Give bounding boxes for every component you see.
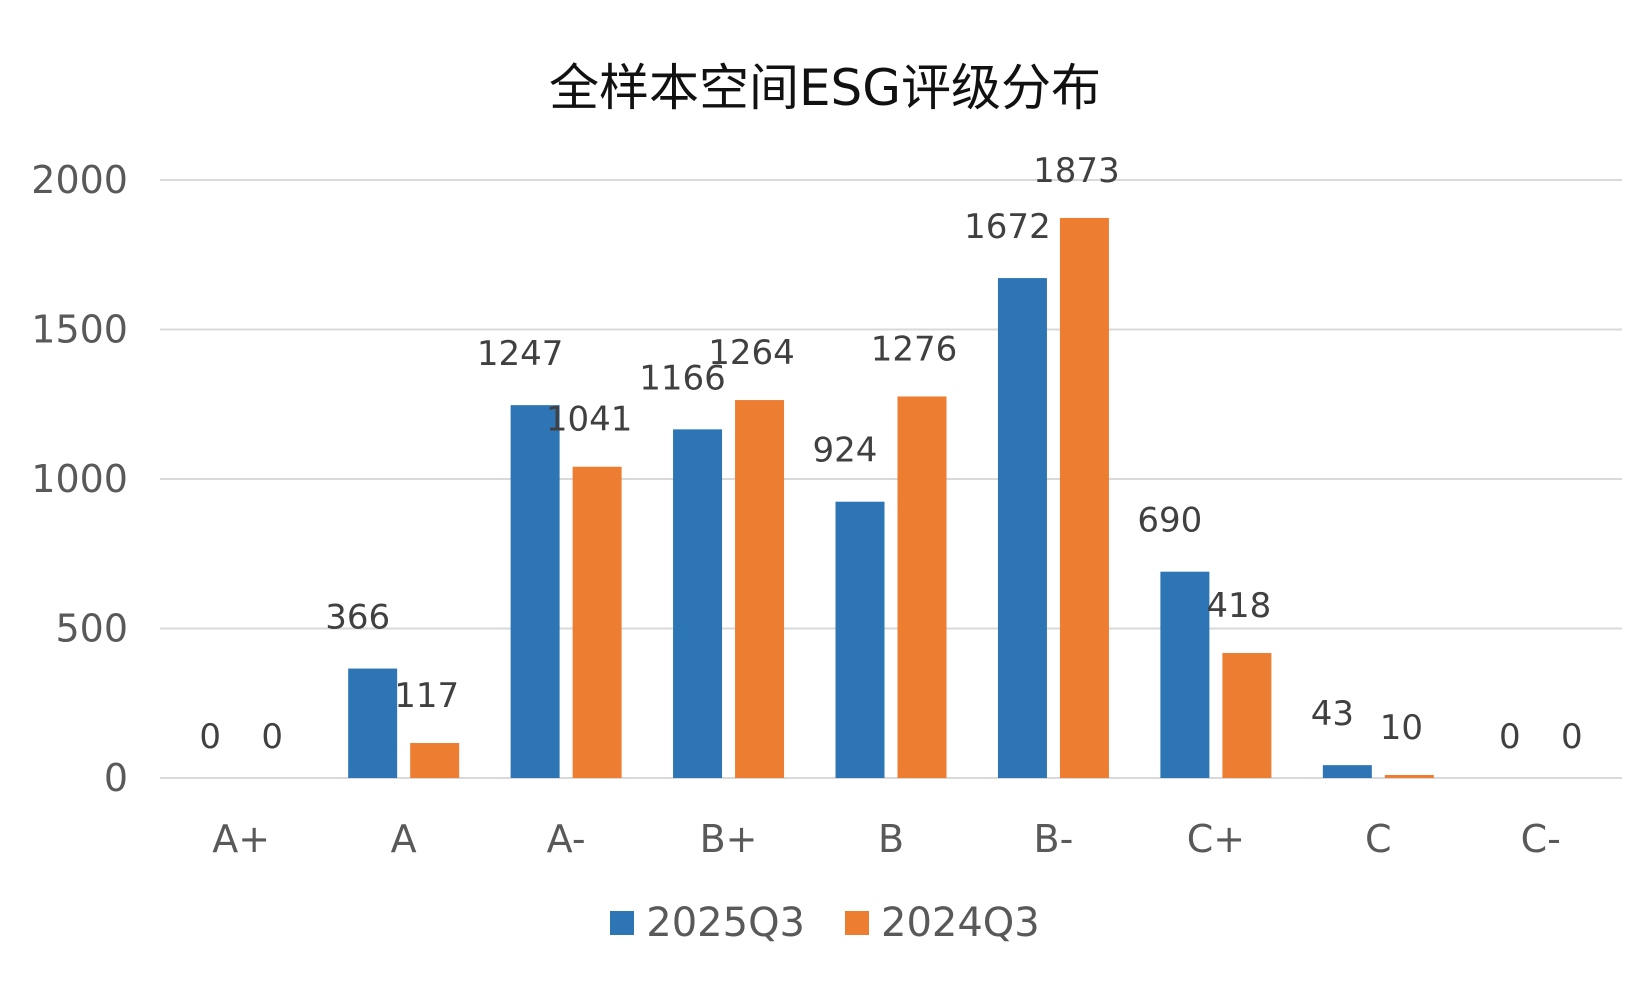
data-label: 1264 [708,333,795,373]
x-tick-label: A [391,817,417,861]
y-tick-label: 0 [104,756,128,800]
legend-swatch [845,911,869,935]
x-tick-label: C+ [1187,817,1245,861]
bar-2024Q3-C+ [1222,653,1272,778]
x-tick-label: B- [1034,817,1074,861]
data-label: 924 [813,431,878,471]
gridlines [160,179,1622,779]
y-tick-label: 1500 [31,308,128,352]
bar-2025Q3-B+ [673,429,723,778]
bar-2025Q3-A [348,668,398,778]
legend-item: 2025Q3 [610,900,805,946]
data-label: 690 [1137,501,1202,541]
bar-2025Q3-A- [510,405,560,778]
data-label: 1166 [639,358,726,398]
data-label: 1276 [871,329,958,369]
x-tick-label: A+ [212,817,270,861]
legend-label: 2024Q3 [881,900,1040,946]
data-label: 10 [1380,708,1423,748]
data-label: 43 [1311,694,1354,734]
bars [348,217,1434,778]
y-tick-label: 500 [55,607,128,651]
data-label: 0 [1499,717,1521,757]
data-label: 0 [261,717,283,757]
data-labels: 0 036611712471041116612649241276167218736… [199,151,1582,757]
bar-2025Q3-C [1322,765,1372,778]
data-label: 0 [1561,717,1583,757]
data-label: 1672 [964,207,1051,247]
bar-2025Q3-B [835,501,885,778]
y-tick-label: 1000 [31,457,128,501]
legend-item: 2024Q3 [845,900,1040,946]
bar-2025Q3-C+ [1160,571,1210,778]
x-tick-label: B [878,817,904,861]
bar-2025Q3-B- [997,278,1047,778]
bar-2024Q3-A- [572,466,622,778]
data-label: 366 [325,598,390,638]
legend-label: 2025Q3 [646,900,805,946]
x-tick-label: C [1365,817,1392,861]
y-tick-label: 2000 [31,158,128,202]
bar-2024Q3-A [410,743,460,778]
chart-title: 全样本空间ESG评级分布 [548,59,1102,117]
legend-swatch [610,911,635,935]
data-label: 117 [394,676,459,716]
data-label: 1247 [477,334,564,374]
legend: 2025Q3 2024Q3 [0,900,1650,946]
x-axis: A+ A A- B+ B B- C+ C C- [212,817,1561,861]
data-label: 1041 [546,400,633,440]
data-label: 418 [1206,586,1271,626]
bar-2024Q3-C [1384,775,1434,778]
bar-2024Q3-B+ [735,400,785,778]
x-tick-label: B+ [700,817,758,861]
y-axis: 0 500 1000 1500 2000 [31,158,128,800]
data-label: 0 [199,717,221,757]
x-tick-label: C- [1521,817,1561,861]
data-label: 1873 [1033,151,1120,191]
x-tick-label: A- [547,817,586,861]
bar-2024Q3-B- [1059,217,1109,778]
bar-2024Q3-B [897,396,947,778]
